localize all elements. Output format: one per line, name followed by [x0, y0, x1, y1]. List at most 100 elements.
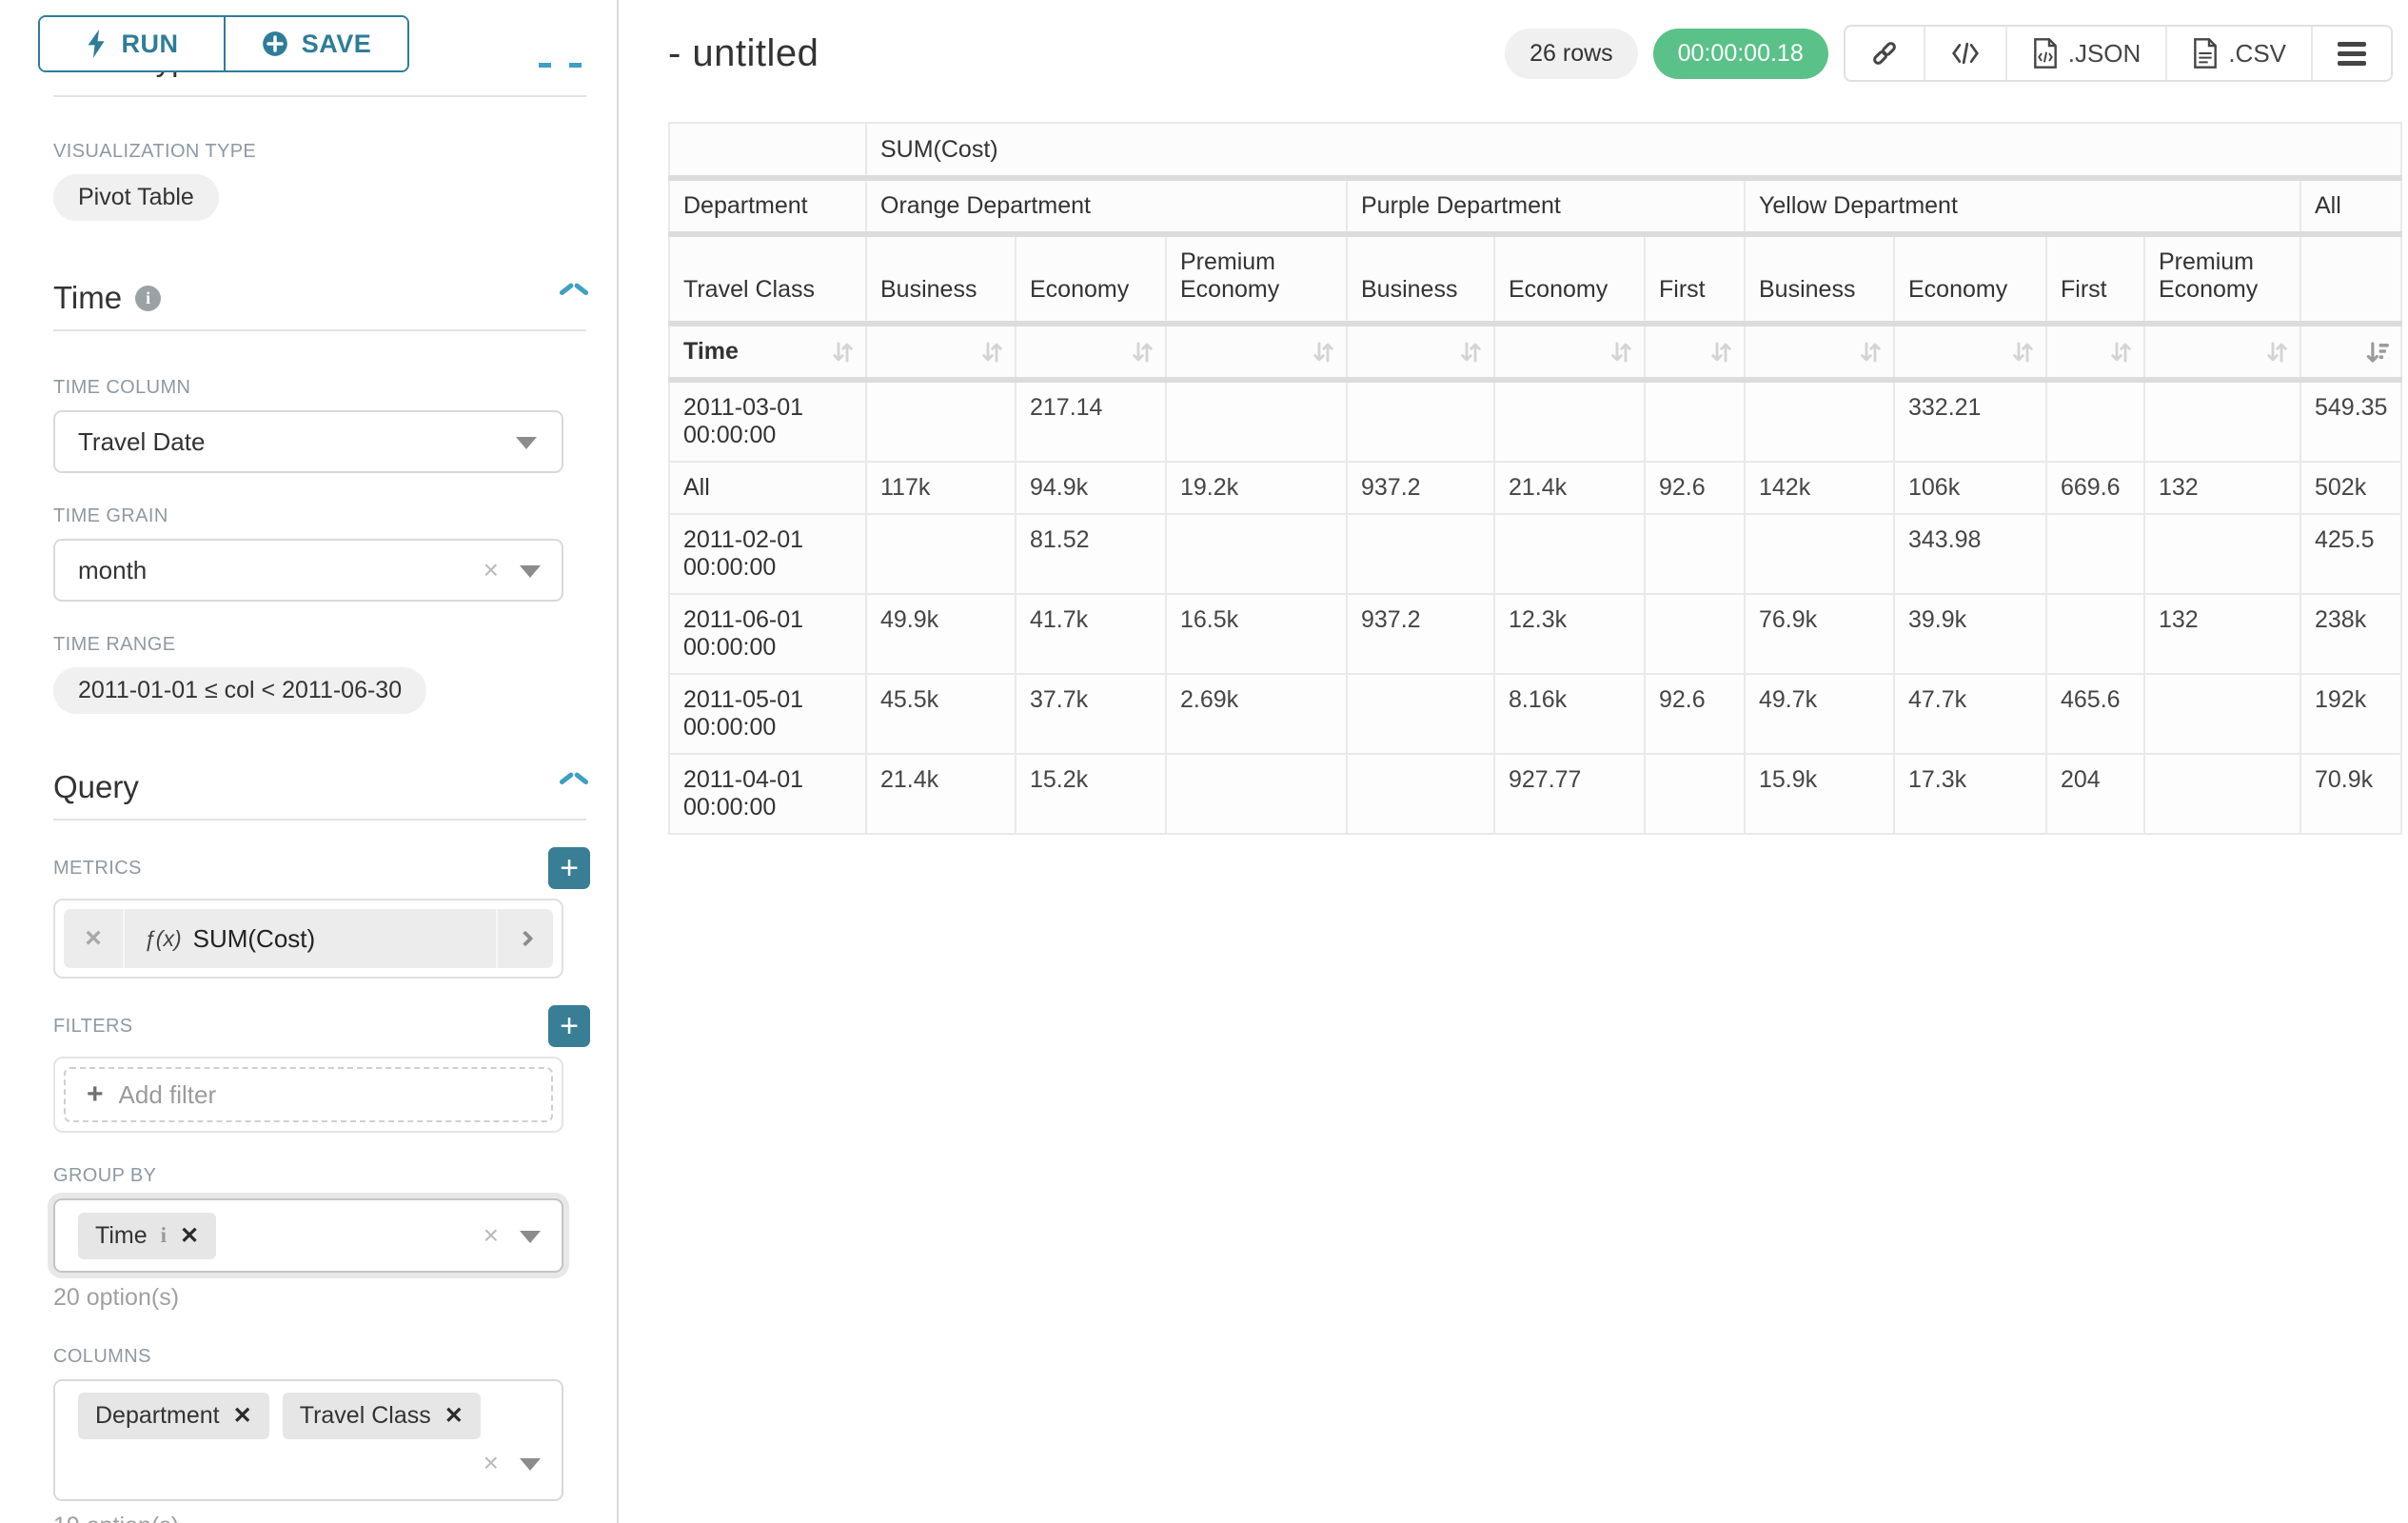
- value-cell: [1644, 593, 1746, 675]
- sort-icon: [1133, 342, 1153, 362]
- plus-icon: +: [87, 1078, 104, 1110]
- time-range-label: TIME RANGE: [53, 634, 176, 655]
- remove-metric-icon[interactable]: ×: [64, 909, 125, 968]
- group-by-select[interactable]: Time i ✕ ×: [53, 1198, 563, 1273]
- time-sort-cell[interactable]: Time: [668, 323, 867, 383]
- info-icon[interactable]: i: [135, 285, 162, 311]
- clear-icon[interactable]: ×: [483, 555, 499, 584]
- time-section-title: Time i: [53, 280, 162, 316]
- info-icon[interactable]: i: [160, 1223, 168, 1247]
- value-cell: [1493, 379, 1646, 463]
- sort-header-row: Time: [668, 323, 2403, 383]
- export-csv-button[interactable]: .CSV: [2165, 27, 2311, 80]
- value-cell: [865, 513, 1016, 595]
- run-button[interactable]: RUN: [40, 17, 224, 70]
- column-sort-cell[interactable]: [865, 323, 1016, 383]
- plus-circle-icon: [262, 31, 287, 56]
- copy-link-button[interactable]: [1845, 27, 1924, 80]
- value-cell: [2143, 379, 2301, 463]
- metric-pill[interactable]: × ƒ(x) SUM(Cost): [64, 909, 553, 968]
- value-cell: 49.7k: [1744, 673, 1895, 755]
- remove-chip-icon[interactable]: ✕: [180, 1222, 200, 1249]
- clipped-icon-fragment: [539, 63, 551, 68]
- expand-metric-icon[interactable]: [496, 909, 553, 968]
- value-cell: [1346, 753, 1495, 835]
- lightning-icon: [87, 30, 105, 58]
- sort-icon: [1611, 342, 1631, 362]
- value-cell: [1744, 379, 1895, 463]
- value-cell: [1165, 753, 1348, 835]
- csv-file-icon: [2194, 38, 2218, 69]
- value-cell: 94.9k: [1015, 461, 1167, 515]
- corner-cell: [668, 122, 867, 181]
- columns-select[interactable]: Department ✕ Travel Class ✕ ×: [53, 1379, 563, 1501]
- add-filter-button[interactable]: +: [548, 1005, 590, 1047]
- value-cell: 12.3k: [1493, 593, 1646, 675]
- remove-chip-icon[interactable]: ✕: [444, 1403, 464, 1429]
- add-metric-button[interactable]: +: [548, 847, 590, 889]
- value-cell: 21.4k: [1493, 461, 1646, 515]
- travel-class-cell: Economy: [1015, 233, 1167, 326]
- value-cell: 15.2k: [1015, 753, 1167, 835]
- chevron-up-icon[interactable]: [562, 781, 586, 794]
- travel-class-cell: Premium Economy: [1165, 233, 1348, 326]
- value-cell: [2143, 513, 2301, 595]
- row-header-cell: All: [668, 461, 867, 515]
- value-cell: 47.7k: [1893, 673, 2047, 755]
- time-column-select[interactable]: Travel Date: [53, 410, 563, 473]
- column-sort-cell[interactable]: [1165, 323, 1348, 383]
- remove-chip-icon[interactable]: ✕: [232, 1403, 252, 1429]
- value-cell: 117k: [865, 461, 1016, 515]
- column-sort-cell[interactable]: [1644, 323, 1746, 383]
- menu-button[interactable]: [2311, 27, 2391, 80]
- travel-class-cell: First: [2045, 233, 2145, 326]
- embed-code-button[interactable]: [1923, 27, 2005, 80]
- export-json-button[interactable]: .JSON: [2004, 27, 2166, 80]
- clear-icon[interactable]: ×: [483, 1448, 499, 1477]
- value-cell: [2143, 673, 2301, 755]
- value-cell: 192k: [2299, 673, 2403, 755]
- row-header-cell: 2011-06-01 00:00:00: [668, 593, 867, 675]
- sort-icon: [2013, 342, 2033, 362]
- value-cell: 927.77: [1493, 753, 1646, 835]
- save-button[interactable]: SAVE: [224, 17, 407, 70]
- columns-chip: Department ✕: [78, 1393, 269, 1439]
- sort-icon: [1313, 342, 1333, 362]
- column-sort-cell[interactable]: [1744, 323, 1895, 383]
- column-sort-cell[interactable]: [2143, 323, 2301, 383]
- table-row: 2011-02-01 00:00:00 81.52 343.98 425.5: [668, 513, 2403, 595]
- column-sort-cell[interactable]: [2299, 323, 2403, 383]
- department-header-row: Department Orange Department Purple Depart…: [668, 177, 2403, 237]
- chevron-up-icon[interactable]: [562, 291, 586, 305]
- column-sort-cell[interactable]: [1893, 323, 2047, 383]
- sort-desc-icon: [2367, 341, 2390, 363]
- chart-header: - untitled 26 rows 00:00:00.18 .JSON: [668, 25, 2408, 82]
- time-range-value[interactable]: 2011-01-01 ≤ col < 2011-06-30: [53, 667, 427, 714]
- viz-type-value[interactable]: Pivot Table: [53, 174, 219, 221]
- chart-title[interactable]: - untitled: [668, 31, 819, 74]
- row-header-cell: 2011-02-01 00:00:00: [668, 513, 867, 595]
- column-sort-cell[interactable]: [1493, 323, 1646, 383]
- value-cell: 37.7k: [1015, 673, 1167, 755]
- value-cell: 132: [2143, 461, 2301, 515]
- value-cell: 2.69k: [1165, 673, 1348, 755]
- time-section-header: Time i: [53, 280, 586, 316]
- export-toolbar: .JSON .CSV: [1843, 25, 2393, 82]
- group-by-label: GROUP BY: [53, 1165, 157, 1186]
- value-cell: 142k: [1744, 461, 1895, 515]
- column-sort-cell[interactable]: [1015, 323, 1167, 383]
- column-sort-cell[interactable]: [2045, 323, 2145, 383]
- link-icon: [1872, 42, 1896, 65]
- columns-option-count: 19 option(s): [53, 1513, 590, 1523]
- row-header-cell: 2011-03-01 00:00:00: [668, 379, 867, 463]
- column-sort-cell[interactable]: [1346, 323, 1495, 383]
- add-filter-dropzone[interactable]: + Add filter: [64, 1067, 553, 1122]
- section-divider: [53, 95, 586, 97]
- value-cell: 39.9k: [1893, 593, 2047, 675]
- time-grain-select[interactable]: month ×: [53, 539, 563, 602]
- clear-icon[interactable]: ×: [483, 1220, 499, 1250]
- value-cell: [1644, 513, 1746, 595]
- sort-icon: [2267, 342, 2287, 362]
- query-timer-badge: 00:00:00.18: [1652, 28, 1828, 79]
- query-section-header: Query: [53, 769, 586, 805]
